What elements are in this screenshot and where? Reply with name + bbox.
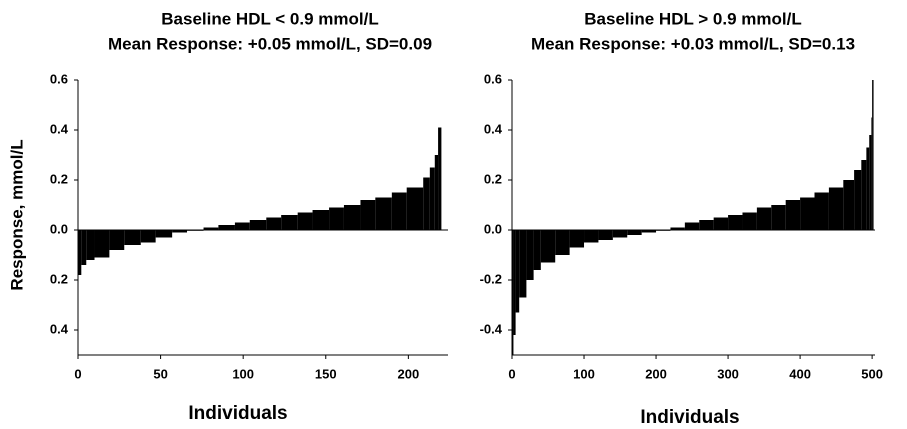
bar [869, 135, 872, 230]
y-tick-label: 0.4 [50, 121, 69, 136]
bar [872, 80, 874, 230]
chart-title: Baseline HDL > 0.9 mmol/L [584, 9, 801, 28]
y-tick-label: 0.0 [484, 221, 502, 236]
bar [429, 167, 435, 230]
bar [828, 187, 844, 230]
bar [203, 227, 219, 230]
x-tick-label: 50 [153, 366, 167, 381]
chart-subtitle: Mean Response: +0.03 mmol/L, SD=0.13 [531, 34, 855, 53]
bar [218, 225, 235, 230]
bar [519, 230, 527, 298]
bar [391, 192, 407, 230]
x-tick-label: 150 [315, 366, 337, 381]
y-tick-label: 0.2 [50, 271, 68, 286]
bar [513, 230, 516, 335]
x-tick-label: 0 [74, 366, 81, 381]
bar [699, 220, 714, 230]
y-tick-label: 0.6 [484, 71, 502, 86]
y-tick-label: -0.2 [480, 271, 502, 286]
bar [312, 210, 330, 230]
bar [742, 212, 757, 230]
x-tick-label: 100 [573, 366, 595, 381]
bar [684, 222, 700, 230]
bar [843, 180, 855, 230]
bar [81, 230, 87, 265]
bar [406, 187, 424, 230]
bar [329, 207, 344, 230]
y-tick-label: 0.4 [484, 121, 503, 136]
bar [234, 222, 250, 230]
bar [713, 217, 729, 230]
bar [266, 217, 282, 230]
bar [814, 192, 829, 230]
bar [569, 230, 585, 248]
x-tick-label: 200 [645, 366, 667, 381]
x-tick-label: 200 [398, 366, 420, 381]
bar [343, 205, 361, 230]
bar [756, 207, 772, 230]
bar [86, 230, 95, 260]
bar [140, 230, 156, 243]
chart-title: Baseline HDL < 0.9 mmol/L [161, 9, 378, 28]
bar [526, 230, 534, 280]
chart-subtitle: Mean Response: +0.05 mmol/L, SD=0.09 [108, 34, 432, 53]
bar [434, 155, 439, 230]
bar [438, 127, 442, 230]
bar [512, 230, 514, 355]
bar [641, 230, 657, 233]
bar [281, 215, 298, 230]
bar [598, 230, 613, 240]
bar [533, 230, 541, 270]
bar [612, 230, 628, 238]
bar [728, 215, 743, 230]
bar [109, 230, 125, 250]
x-tick-label: 300 [717, 366, 739, 381]
x-tick-label: 400 [789, 366, 811, 381]
bar [785, 200, 801, 230]
bar [423, 177, 430, 230]
x-tick-label: 100 [232, 366, 254, 381]
bar [155, 230, 173, 238]
bar [124, 230, 141, 245]
y-axis-label: Response, mmol/L [7, 139, 26, 290]
x-axis-label: Individuals [640, 407, 739, 428]
y-tick-label: 0.0 [50, 221, 68, 236]
bar [627, 230, 642, 235]
bar [540, 230, 556, 263]
bar [555, 230, 570, 255]
bar [249, 220, 267, 230]
bar [360, 200, 376, 230]
bar [771, 205, 786, 230]
bar [854, 170, 862, 230]
y-tick-label: 0.2 [50, 171, 68, 186]
x-tick-label: 0 [508, 366, 515, 381]
bar [515, 230, 520, 313]
bar [861, 160, 867, 230]
bar [866, 147, 870, 230]
y-tick-label: -0.4 [480, 321, 503, 336]
bar [375, 197, 392, 230]
y-tick-label: 0.2 [484, 171, 502, 186]
bar [871, 117, 873, 230]
bar [670, 227, 685, 230]
x-tick-label: 500 [861, 366, 883, 381]
x-axis-label: Individuals [188, 403, 287, 424]
bar [297, 212, 313, 230]
y-tick-label: 0.4 [50, 321, 69, 336]
y-tick-label: 0.6 [50, 71, 68, 86]
bar [172, 230, 188, 233]
bar [78, 230, 82, 275]
bar [94, 230, 110, 258]
bar [800, 197, 815, 230]
bar [584, 230, 599, 243]
